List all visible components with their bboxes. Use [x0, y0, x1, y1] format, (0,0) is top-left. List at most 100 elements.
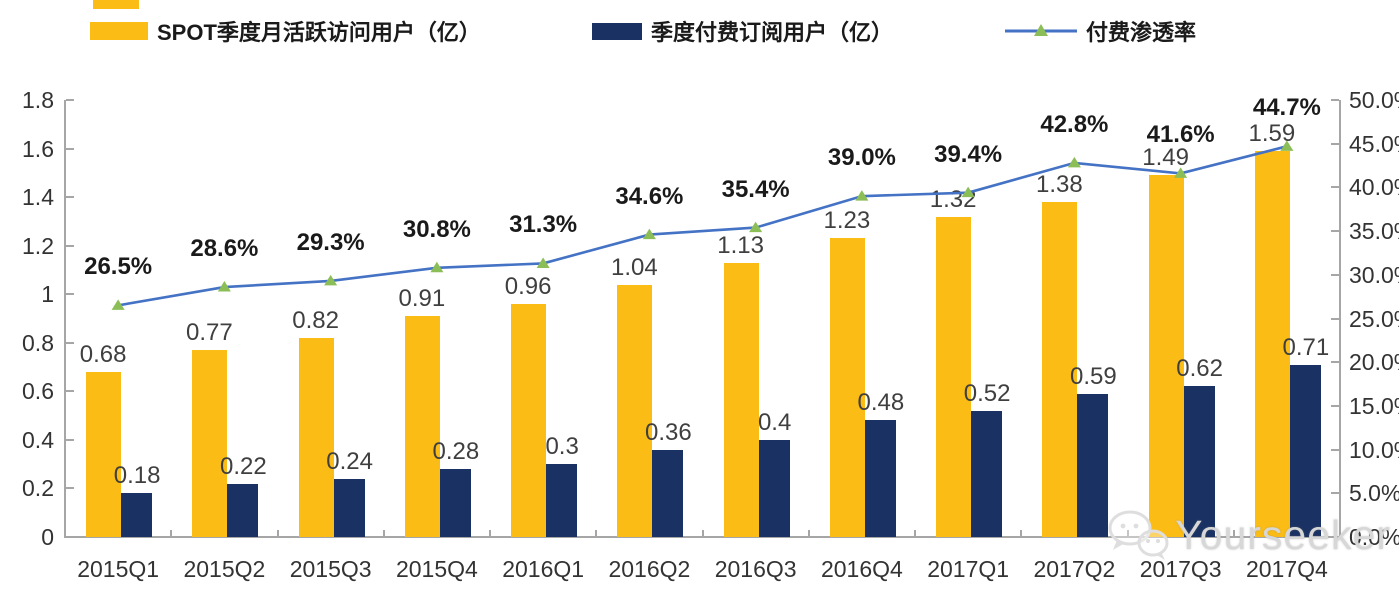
- x-axis-category-label: 2015Q3: [289, 556, 372, 582]
- subscribers-value-label: 0.71: [1282, 333, 1330, 361]
- penetration-pct-label: 28.6%: [190, 235, 259, 263]
- right-axis-tick: [1331, 99, 1339, 101]
- legend-item-subscribers: 季度付费订阅用户（亿）: [592, 14, 893, 48]
- x-axis-tick: [1020, 530, 1023, 537]
- right-axis-tick-label: 15.0%: [1349, 392, 1399, 419]
- subscribers-bar: [1077, 393, 1109, 537]
- right-axis-tick: [1331, 492, 1339, 495]
- subscribers-bar: [971, 410, 1003, 537]
- triangle-marker-icon: [961, 186, 975, 198]
- left-axis-tick: [66, 244, 74, 247]
- triangle-marker-icon: [749, 221, 763, 233]
- penetration-line-chart: [111, 140, 1294, 310]
- x-axis-tick: [1232, 530, 1235, 537]
- right-axis-tick-label: 50.0%: [1349, 87, 1399, 113]
- subscribers-value-label: 0.4: [757, 408, 792, 436]
- left-axis-tick: [66, 438, 74, 441]
- mau-bar: [511, 303, 547, 537]
- right-axis-tick: [1331, 404, 1339, 407]
- subscribers-value-label: 0.3: [545, 433, 579, 461]
- mau-value-label: 1.23: [823, 207, 871, 235]
- subscribers-value-label: 0.28: [432, 438, 480, 466]
- triangle-marker-icon: [855, 190, 869, 201]
- triangle-marker-icon: [324, 274, 338, 286]
- penetration-pct-label: 30.8%: [402, 215, 471, 243]
- left-axis-tick-label: 1: [41, 281, 54, 308]
- right-axis-tick-label: 0.0%: [1349, 524, 1399, 550]
- triangle-marker-icon: [536, 257, 550, 268]
- penetration-pct-label: 39.4%: [934, 140, 1003, 168]
- mau-bar: [617, 284, 653, 537]
- left-axis-line: [64, 100, 66, 538]
- left-axis-tick: [66, 147, 74, 150]
- left-axis-tick-label: 1.2: [22, 232, 54, 259]
- left-axis-tick-label: 1.6: [22, 135, 54, 162]
- subscribers-value-label: 0.48: [857, 389, 905, 417]
- right-axis-tick: [1331, 317, 1339, 320]
- mau-bar: [192, 350, 228, 537]
- subscribers-bar: [439, 469, 471, 537]
- subscribers-bar: [227, 483, 259, 537]
- mau-bar: [1148, 175, 1184, 537]
- subscribers-bar: [333, 478, 365, 537]
- x-axis-tick: [701, 530, 704, 537]
- triangle-marker-icon: [1280, 140, 1294, 151]
- x-axis-tick: [382, 530, 385, 537]
- left-axis-tick: [66, 487, 74, 490]
- subscribers-value-label: 0.24: [326, 447, 373, 475]
- right-axis-line: [1339, 100, 1341, 538]
- legend-label-mau: SPOT季度月活跃访问用户（亿）: [157, 20, 481, 45]
- x-axis-category-label: 2017Q4: [1245, 556, 1328, 582]
- mau-bar: [86, 371, 122, 537]
- left-axis-tick-label: 0.2: [22, 475, 54, 502]
- right-axis-tick: [1331, 186, 1339, 189]
- x-axis-tick: [1339, 530, 1341, 537]
- right-axis-tick: [1331, 142, 1339, 145]
- x-axis-tick: [489, 530, 491, 537]
- left-axis-tick-label: 0.8: [22, 329, 54, 356]
- watermark-text: Yourseeker: [1175, 511, 1391, 558]
- right-axis-tick-label: 30.0%: [1349, 261, 1399, 288]
- x-axis-tick: [914, 530, 916, 537]
- left-axis-tick-label: 0.4: [22, 426, 54, 453]
- x-axis-category-label: 2015Q2: [183, 556, 266, 582]
- x-axis-tick: [64, 530, 66, 537]
- mau-bar: [404, 316, 440, 537]
- penetration-pct-label: 31.3%: [509, 211, 578, 239]
- legend-item-mau: SPOT季度月活跃访问用户（亿）: [90, 14, 481, 48]
- mau-bar-swatch-icon: [90, 22, 148, 40]
- x-axis-category-label: 2016Q1: [502, 556, 585, 582]
- penetration-pct-label: 44.7%: [1252, 94, 1321, 122]
- mau-bar: [1042, 201, 1078, 537]
- wechat-icon: [1108, 510, 1169, 560]
- triangle-marker-icon: [642, 228, 656, 240]
- subscribers-bar: [121, 493, 153, 537]
- right-axis-tick: [1331, 361, 1339, 364]
- x-axis-tick: [807, 530, 810, 537]
- subscribers-bar: [546, 464, 578, 537]
- mau-bar: [1254, 150, 1290, 537]
- penetration-pct-label: 42.8%: [1040, 110, 1109, 138]
- left-axis-tick-label: 0.6: [22, 378, 54, 405]
- left-axis-tick-label: 1.4: [22, 184, 54, 211]
- right-axis-tick: [1331, 273, 1339, 276]
- mau-bar: [723, 262, 759, 537]
- x-axis-category-label: 2017Q2: [1033, 556, 1116, 582]
- penetration-pct-label: 29.3%: [296, 228, 365, 256]
- legend-label-subscribers: 季度付费订阅用户（亿）: [651, 20, 894, 45]
- right-axis-tick-label: 10.0%: [1349, 436, 1399, 463]
- left-axis-tick: [66, 293, 74, 296]
- x-axis-tick: [595, 530, 598, 537]
- subscribers-value-label: 0.59: [1070, 362, 1117, 390]
- triangle-marker-icon: [111, 299, 125, 310]
- penetration-pct-label: 34.6%: [615, 182, 684, 210]
- x-axis-tick: [1126, 530, 1129, 537]
- penetration-pct-label: 26.5%: [84, 253, 153, 281]
- mau-value-label: 0.68: [79, 340, 127, 368]
- x-axis-line: [64, 536, 1341, 538]
- right-axis-tick: [1331, 230, 1339, 233]
- x-axis-category-label: 2015Q1: [77, 556, 160, 582]
- subscribers-bar-swatch-icon: [592, 22, 642, 40]
- subscribers-bar: [652, 449, 684, 537]
